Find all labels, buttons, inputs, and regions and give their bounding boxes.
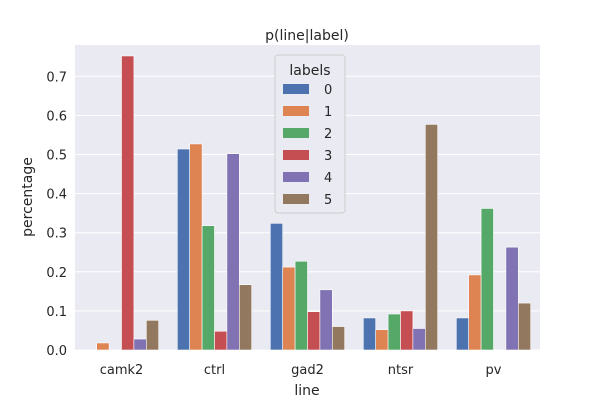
bar-ntsr-label-2 — [387, 313, 401, 351]
y-tick-labels: 0.0 0.1 0.2 0.3 0.4 0.5 0.6 0.7 — [46, 70, 67, 359]
bar-camk2-label-1 — [96, 342, 110, 351]
legend-entry-label: 4 — [324, 171, 332, 186]
x-tick-label: camk2 — [100, 363, 144, 378]
y-tick-label: 0.4 — [46, 188, 67, 203]
bar-pv-label-1 — [468, 274, 482, 351]
y-tick-label: 0.6 — [46, 109, 67, 124]
bar-ntsr-label-4 — [412, 328, 426, 351]
legend-title: labels — [289, 63, 330, 79]
x-axis-label: line — [294, 383, 319, 399]
legend-swatch — [283, 128, 309, 138]
x-tick-label: ntsr — [388, 363, 414, 378]
bar-ctrl-label-2 — [201, 225, 215, 351]
bar-ctrl-label-5 — [239, 284, 253, 351]
bar-gad2-label-4 — [319, 289, 333, 351]
y-tick-label: 0.0 — [46, 344, 67, 359]
y-tick-label: 0.5 — [46, 148, 67, 163]
chart-title: p(line|label) — [265, 28, 349, 44]
x-tick-label: gad2 — [291, 363, 324, 378]
y-tick-label: 0.2 — [46, 266, 67, 281]
x-tick-label: ctrl — [204, 363, 225, 378]
bar-gad2-label-3 — [307, 311, 321, 351]
bar-camk2-label-4 — [133, 338, 147, 351]
x-tick-label: pv — [486, 363, 502, 378]
y-tick-label: 0.7 — [46, 70, 67, 85]
bar-ntsr-label-5 — [424, 124, 438, 351]
bar-pv-label-0 — [455, 317, 469, 351]
legend-entry-label: 3 — [324, 149, 332, 164]
bar-camk2-label-3 — [121, 55, 135, 351]
bar-ntsr-label-0 — [362, 317, 376, 351]
bar-ctrl-label-0 — [177, 148, 191, 351]
legend-entry-label: 5 — [324, 193, 332, 208]
bar-pv-label-4 — [505, 246, 519, 351]
legend-swatch — [283, 172, 309, 182]
bar-pv-label-2 — [480, 208, 494, 351]
bars — [96, 55, 531, 351]
bar-pv-label-5 — [517, 302, 531, 351]
bar-ntsr-label-3 — [400, 310, 414, 351]
bar-gad2-label-5 — [331, 326, 345, 351]
bar-ctrl-label-3 — [214, 330, 228, 351]
x-tick-labels: camk2 ctrl gad2 ntsr pv — [100, 363, 502, 378]
legend-entry-label: 2 — [324, 127, 332, 142]
legend-entry-label: 0 — [324, 83, 332, 98]
bar-gad2-label-0 — [269, 223, 283, 351]
y-axis-label: percentage — [20, 157, 36, 237]
legend-swatch — [283, 194, 309, 204]
bar-ctrl-label-4 — [226, 153, 240, 351]
legend-swatch — [283, 84, 309, 94]
y-tick-label: 0.1 — [46, 305, 67, 320]
legend-swatch — [283, 150, 309, 160]
legend: labels 0 1 2 3 4 5 — [274, 54, 346, 214]
bar-ntsr-label-1 — [375, 329, 389, 351]
y-tick-label: 0.3 — [46, 227, 67, 242]
bar-gad2-label-1 — [282, 266, 296, 351]
bar-ctrl-label-1 — [189, 143, 203, 351]
legend-entry-label: 1 — [324, 105, 332, 120]
legend-swatch — [283, 106, 309, 116]
bar-camk2-label-5 — [146, 319, 160, 351]
bar-gad2-label-2 — [294, 260, 308, 351]
